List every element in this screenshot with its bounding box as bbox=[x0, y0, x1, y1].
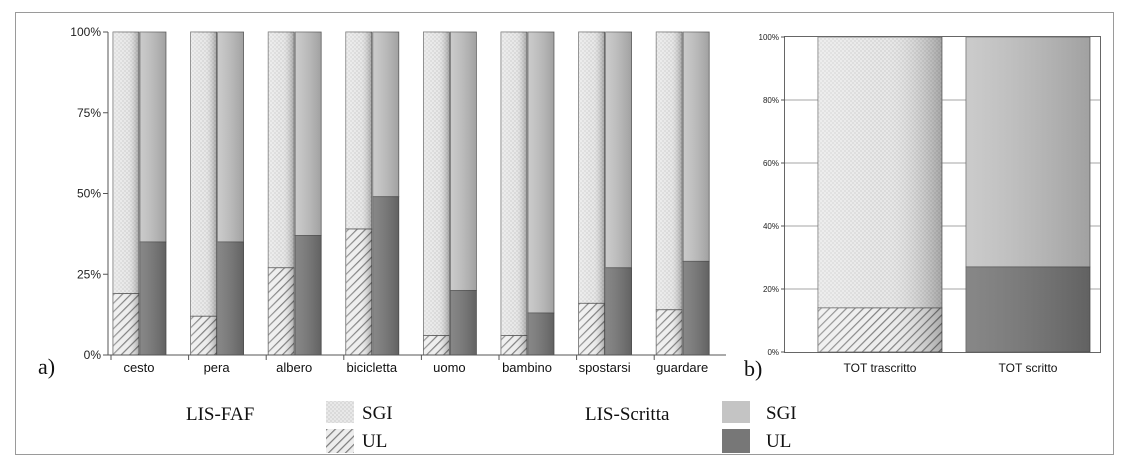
y-tick-label: 50% bbox=[77, 187, 101, 201]
y-tick-label: 60% bbox=[763, 159, 779, 168]
bar-shading bbox=[605, 267, 632, 355]
bar-shading bbox=[656, 32, 683, 310]
y-tick-label: 100% bbox=[70, 25, 101, 39]
y-tick-label: 80% bbox=[763, 96, 779, 105]
bar-shading bbox=[818, 37, 942, 308]
legend-group-lis-scritta: LIS-Scritta SGI UL bbox=[585, 401, 797, 453]
bar-shading bbox=[966, 266, 1090, 352]
y-tick-label: 0% bbox=[767, 348, 779, 357]
panel-b-chart: 0% 20% 40% 60% 80% 100% TOT trascritto TOT scr… bbox=[759, 33, 1101, 375]
bar-shading bbox=[683, 32, 710, 262]
bar-shading bbox=[372, 196, 399, 355]
x-tick-label: pera bbox=[204, 360, 231, 375]
bar-shading bbox=[372, 32, 399, 197]
bar-shading bbox=[140, 241, 166, 355]
y-tick-label: 75% bbox=[77, 106, 101, 120]
x-tick-label: guardare bbox=[656, 360, 708, 375]
bar-shading bbox=[217, 241, 244, 355]
x-tick-label: bicicletta bbox=[347, 360, 398, 375]
y-tick-label: 20% bbox=[763, 285, 779, 294]
bar-shading bbox=[528, 313, 554, 355]
figure-border bbox=[15, 12, 1114, 455]
legend-group-lis-faf: LIS-FAF SGI UL bbox=[186, 401, 393, 453]
bar-shading bbox=[818, 307, 942, 352]
bar-shading bbox=[113, 293, 139, 355]
legend-group-label: LIS-FAF bbox=[186, 404, 254, 425]
bar-shading bbox=[683, 261, 710, 355]
legend-entry-label: UL bbox=[766, 431, 791, 452]
legend-entry-label: SGI bbox=[362, 403, 393, 424]
legend-entry-label: UL bbox=[362, 431, 387, 452]
bar-shading bbox=[190, 316, 217, 355]
panel-a-bars bbox=[112, 31, 710, 356]
bar-shading bbox=[295, 32, 322, 236]
bar-shading bbox=[140, 32, 166, 242]
bar-shading bbox=[605, 32, 632, 268]
bar-shading bbox=[966, 37, 1090, 267]
legend: LIS-FAF SGI UL LIS-Scritta SGI UL bbox=[186, 401, 797, 453]
bar-shading bbox=[345, 32, 372, 230]
panel-a-chart: 0% 25% 50% 75% 100% cesto pera albero biciclett… bbox=[70, 25, 726, 375]
bar-shading bbox=[217, 32, 244, 242]
legend-group-label: LIS-Scritta bbox=[585, 404, 670, 425]
bar-shading bbox=[268, 267, 295, 355]
x-tick-label: uomo bbox=[433, 360, 466, 375]
legend-swatch-ul-hatched bbox=[326, 429, 354, 453]
bar-shading bbox=[268, 32, 295, 268]
legend-entry-label: SGI bbox=[766, 403, 797, 424]
panel-b-y-axis: 0% 20% 40% 60% 80% 100% bbox=[759, 33, 785, 357]
bar-shading bbox=[578, 32, 605, 304]
bar-shading bbox=[423, 335, 450, 355]
x-tick-label: albero bbox=[276, 360, 312, 375]
bar-shading bbox=[501, 335, 527, 355]
bar-shading bbox=[501, 32, 527, 336]
x-tick-label: TOT trascritto bbox=[844, 361, 917, 375]
bar-shading bbox=[113, 32, 139, 294]
panel-b-plot-border bbox=[784, 36, 1101, 353]
bar-shading bbox=[528, 32, 554, 314]
panel-b-label: b) bbox=[744, 356, 762, 381]
y-tick-label: 100% bbox=[759, 33, 779, 42]
y-tick-label: 40% bbox=[763, 222, 779, 231]
legend-swatch-sgi-dotted bbox=[326, 401, 354, 423]
bar-shading bbox=[295, 235, 322, 355]
panel-b-x-axis: TOT trascritto TOT scritto bbox=[844, 361, 1058, 375]
x-tick-label: spostarsi bbox=[579, 360, 631, 375]
legend-swatch-ul-solid bbox=[722, 429, 750, 453]
panel-a-y-axis: 0% 25% 50% 75% 100% bbox=[70, 25, 108, 362]
bar-shading bbox=[450, 32, 477, 291]
bar-shading bbox=[345, 229, 372, 355]
x-tick-label: bambino bbox=[502, 360, 552, 375]
legend-swatch-sgi-solid bbox=[722, 401, 750, 423]
y-tick-label: 25% bbox=[77, 267, 101, 281]
bar-shading bbox=[656, 309, 683, 355]
x-tick-label: TOT scritto bbox=[999, 361, 1058, 375]
bar-shading bbox=[450, 290, 477, 355]
panel-a-x-axis: cesto pera albero bicicletta uomo bambino spos… bbox=[110, 355, 708, 375]
x-tick-label: cesto bbox=[123, 360, 154, 375]
bar-shading bbox=[578, 303, 605, 355]
panel-a-label: a) bbox=[38, 354, 55, 379]
bar-shading bbox=[423, 32, 450, 336]
bar-shading bbox=[190, 32, 217, 317]
panel-b-bars bbox=[817, 36, 1091, 353]
y-tick-label: 0% bbox=[84, 348, 102, 362]
